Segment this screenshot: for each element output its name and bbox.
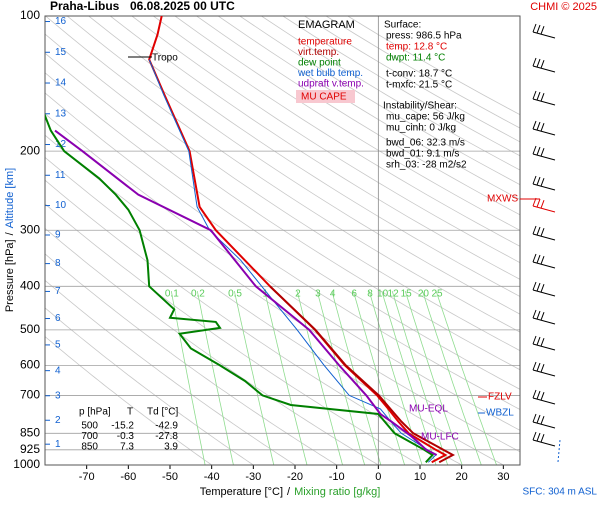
annotation: Tropo: [152, 53, 178, 64]
x-axis-title: Temperature [°C]/Mixing ratio [g/kg]: [200, 486, 381, 498]
y-tick-label: 500: [20, 322, 40, 336]
time: 06.08.2025 00 UTC: [130, 0, 235, 13]
x-tick-label: -20: [287, 471, 303, 483]
table-header: p [hPa]: [79, 407, 111, 418]
table-cell: -15.2: [111, 421, 134, 432]
altitude-label: 10: [55, 200, 67, 211]
legend-title: EMAGRAM: [298, 19, 355, 31]
info-line: dwpt: 11.4 °C: [386, 53, 445, 64]
altitude-label: 13: [55, 108, 67, 119]
table-cell: 850: [81, 442, 98, 453]
cape-label: MU CAPE: [301, 92, 347, 103]
info-line: t-mxfc: 21.5 °C: [386, 80, 452, 91]
info-line: bwd_06: 32.3 m/s: [386, 138, 465, 149]
altitude-label: 11: [55, 170, 66, 181]
x-tick-label: -50: [162, 471, 178, 483]
table-cell: 500: [81, 421, 98, 432]
annotation: MU-LFC: [421, 432, 459, 443]
info-line: mu_cinh: 0 J/kg: [386, 123, 456, 134]
source: CHMI © 2025: [530, 1, 597, 13]
y-tick-label: 100: [20, 8, 40, 22]
mixing-ratio-label: 0.5: [228, 289, 242, 300]
y-label: Pressure [hPa]: [4, 239, 16, 312]
x-label-2: Mixing ratio [g/kg]: [294, 486, 380, 498]
altitude-label: 7: [55, 286, 61, 297]
info-line: press: 986.5 hPa: [386, 31, 462, 42]
mixing-ratio-label: 4: [330, 289, 336, 300]
annotation: MU-EQL: [409, 404, 448, 415]
x-tick-label: -60: [120, 471, 136, 483]
annotation: WBZL: [486, 408, 514, 419]
mixing-ratio-label: 0.2: [191, 289, 205, 300]
x-label: Temperature [°C]: [200, 486, 283, 498]
legend-entry: udpraft v.temp.: [298, 79, 364, 90]
y-tick-label: 1000: [13, 457, 40, 471]
altitude-label: 3: [55, 390, 61, 401]
y-tick-label: 600: [20, 358, 40, 372]
annotation: FZLV: [488, 392, 512, 403]
y-label-2: Altitude [km]: [4, 168, 16, 229]
table-header: Td [°C]: [147, 407, 178, 418]
table-cell: -27.8: [155, 431, 178, 442]
x-tick-label: 0: [375, 471, 381, 483]
x-tick-label: -10: [329, 471, 345, 483]
altitude-label: 1: [55, 439, 61, 450]
y-axis-title: Pressure [hPa]/Altitude [km]: [4, 168, 16, 312]
y-tick-label: 200: [20, 143, 40, 157]
y-tick-label: 300: [20, 222, 40, 236]
x-tick-label: -70: [79, 471, 95, 483]
table-cell: 7.3: [120, 442, 134, 453]
mixing-ratio-label: 12: [388, 289, 400, 300]
mixing-ratio-label: 2: [295, 289, 301, 300]
altitude-label: 2: [55, 415, 61, 426]
legend-entry: dew point: [298, 58, 341, 69]
info-line: srh_03: -28 m2/s2: [386, 160, 467, 171]
mixing-ratio-label: 15: [401, 289, 413, 300]
info-line: bwd_01: 9.1 m/s: [386, 149, 459, 160]
altitude-label: 16: [55, 16, 67, 27]
table-header: T: [127, 407, 133, 418]
annotation: SFC: 304 m ASL: [523, 487, 598, 498]
table-cell: -42.9: [155, 421, 178, 432]
info-line: temp: 12.8 °C: [386, 42, 447, 53]
x-tick-label: 30: [497, 471, 509, 483]
altitude-label: 9: [55, 230, 61, 241]
table-cell: 700: [81, 431, 98, 442]
table-cell: -0.3: [117, 431, 135, 442]
legend-entry: temperature: [298, 37, 352, 48]
annotation: MXWS: [487, 194, 518, 205]
mixing-ratio-label: 6: [351, 289, 357, 300]
legend-entry: wet bulb temp.: [297, 68, 363, 79]
y-tick-label: 850: [20, 425, 40, 439]
x-tick-label: -30: [245, 471, 261, 483]
y-tick-label: 400: [20, 278, 40, 292]
info-line: t-conv: 18.7 °C: [386, 69, 452, 80]
x-tick-label: -40: [204, 471, 220, 483]
mixing-ratio-label: 25: [432, 289, 444, 300]
altitude-label: 14: [55, 78, 67, 89]
mixing-ratio-label: 3: [315, 289, 321, 300]
altitude-label: 8: [55, 258, 61, 269]
mixing-ratio-label: 8: [367, 289, 373, 300]
legend-entry: virt.temp.: [298, 47, 339, 58]
x-tick-label: 10: [414, 471, 426, 483]
altitude-label: 15: [55, 47, 67, 58]
y-tick-label: 700: [20, 388, 40, 402]
table-cell: 3.9: [164, 442, 178, 453]
mixing-ratio-label: 0.1: [165, 289, 179, 300]
info-line: Surface:: [384, 20, 421, 31]
altitude-label: 6: [55, 313, 61, 324]
altitude-label: 4: [55, 365, 61, 376]
info-line: mu_cape: 56 J/kg: [386, 112, 465, 123]
x-tick-label: 20: [456, 471, 468, 483]
mixing-ratio-label: 20: [418, 289, 430, 300]
info-line: Instability/Shear:: [383, 101, 457, 112]
y-tick-label: 925: [20, 442, 40, 456]
altitude-label: 5: [55, 340, 61, 351]
station: Praha-Libus: [50, 0, 120, 13]
